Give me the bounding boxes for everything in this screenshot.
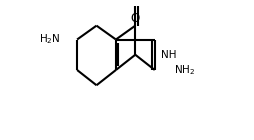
Text: NH$_2$: NH$_2$ [174, 63, 195, 77]
Text: O: O [131, 11, 140, 24]
Text: NH: NH [161, 50, 177, 60]
Text: H$_2$N: H$_2$N [39, 33, 60, 46]
